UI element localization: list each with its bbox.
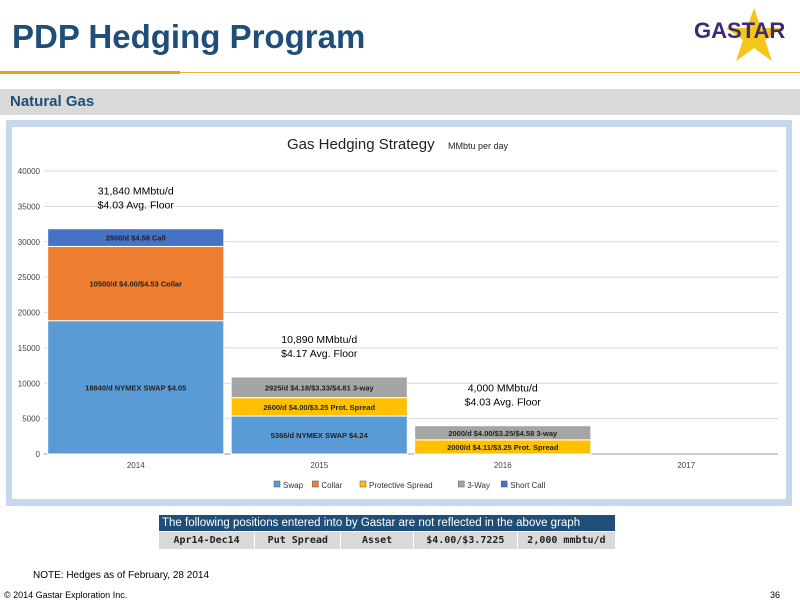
bar-data-label: 18840/d NYMEX SWAP $4.05 <box>85 383 186 392</box>
legend-swatch-protective-spread <box>359 480 367 488</box>
title-accent-rule <box>0 71 180 74</box>
legend-swatch-short-call <box>500 480 508 488</box>
total-annotation: $4.03 Avg. Floor <box>465 397 542 409</box>
table-cell-type: Put Spread <box>255 532 342 549</box>
chart-title: Gas Hedging Strategy <box>287 136 435 153</box>
bar-segment-3-way <box>414 425 592 441</box>
legend-swatch-3-way <box>457 480 465 488</box>
bar-segment-swap <box>230 415 408 455</box>
y-tick-label: 15000 <box>18 344 41 353</box>
y-tick-label: 30000 <box>18 238 41 247</box>
bar-data-label: 2000/d $4.11/$3.25 Prot. Spread <box>447 443 559 452</box>
bar-data-label: 5366/d NYMEX SWAP $4.24 <box>271 431 369 440</box>
legend-label: Protective Spread <box>369 481 433 490</box>
y-tick-label: 10000 <box>18 379 41 388</box>
x-tick-label: 2014 <box>127 461 145 470</box>
legend-label: Swap <box>283 481 304 490</box>
hedge-date-note: NOTE: Hedges as of February, 28 2014 <box>33 570 210 581</box>
bar-data-label: 2000/d $4.00/$3.25/$4.58 3-way <box>448 429 558 438</box>
bar-segment-swap <box>47 320 225 455</box>
y-tick-label: 0 <box>36 450 41 459</box>
table-row: Apr14-Dec14 Put Spread Asset $4.00/$3.72… <box>159 532 615 549</box>
table-cell-period: Apr14-Dec14 <box>159 532 256 549</box>
section-header-bar: Natural Gas <box>0 89 800 115</box>
chart-subtitle: MMbtu per day <box>448 141 509 151</box>
y-tick-label: 40000 <box>18 167 41 176</box>
table-cell-price: $4.00/$3.7225 <box>414 532 518 549</box>
gastar-logo: GASTAR <box>694 8 785 61</box>
positions-table-caption: The following positions entered into by … <box>159 515 615 531</box>
total-annotation: $4.03 Avg. Floor <box>98 200 175 212</box>
legend-swatch-swap <box>273 480 281 488</box>
total-annotation: 4,000 MMbtu/d <box>468 383 538 395</box>
legend-label: 3-Way <box>467 481 490 490</box>
table-cell-class: Asset <box>341 532 414 549</box>
section-label: Natural Gas <box>10 93 95 110</box>
logo-wordmark: GASTAR <box>694 18 785 43</box>
positions-table: The following positions entered into by … <box>159 515 615 549</box>
bar-segment-collar <box>47 245 225 322</box>
gas-hedging-chart: Gas Hedging Strategy MMbtu per day 0 5000 10… <box>18 136 778 490</box>
x-tick-label: 2015 <box>310 461 328 470</box>
total-annotation: 31,840 MMbtu/d <box>98 186 174 198</box>
bar-data-label: 2600/d $4.00/$3.25 Prot. Spread <box>263 403 375 412</box>
bar-data-label: 10500/d $4.00/$4.53 Collar <box>89 280 182 289</box>
bar-segment-short-call <box>47 228 225 247</box>
bar-segment-3-way <box>230 376 408 399</box>
y-tick-label: 20000 <box>18 309 41 318</box>
x-tick-label: 2017 <box>677 461 695 470</box>
x-tick-label: 2016 <box>494 461 512 470</box>
legend-label: Collar <box>321 481 342 490</box>
y-tick-label: 25000 <box>18 273 41 282</box>
bar-data-label: 2500/d $4.58 Call <box>106 234 166 243</box>
y-tick-label: 35000 <box>18 202 41 211</box>
legend-swatch-collar <box>312 480 319 488</box>
table-cell-volume: 2,000 mmbtu/d <box>527 535 606 546</box>
logo-star-icon <box>726 8 782 61</box>
total-annotation: 10,890 MMbtu/d <box>281 334 357 346</box>
page-title: PDP Hedging Program <box>12 18 366 55</box>
y-tick-label: 5000 <box>22 415 40 424</box>
total-annotation: $4.17 Avg. Floor <box>281 348 358 360</box>
page-number: 36 <box>770 590 781 600</box>
copyright-footer: © 2014 Gastar Exploration Inc. <box>4 590 128 600</box>
bar-data-label: 2925/d $4.18/$3.33/$4.81 3-way <box>265 383 375 392</box>
legend-label: Short Call <box>510 481 545 490</box>
title-divider <box>0 72 800 73</box>
